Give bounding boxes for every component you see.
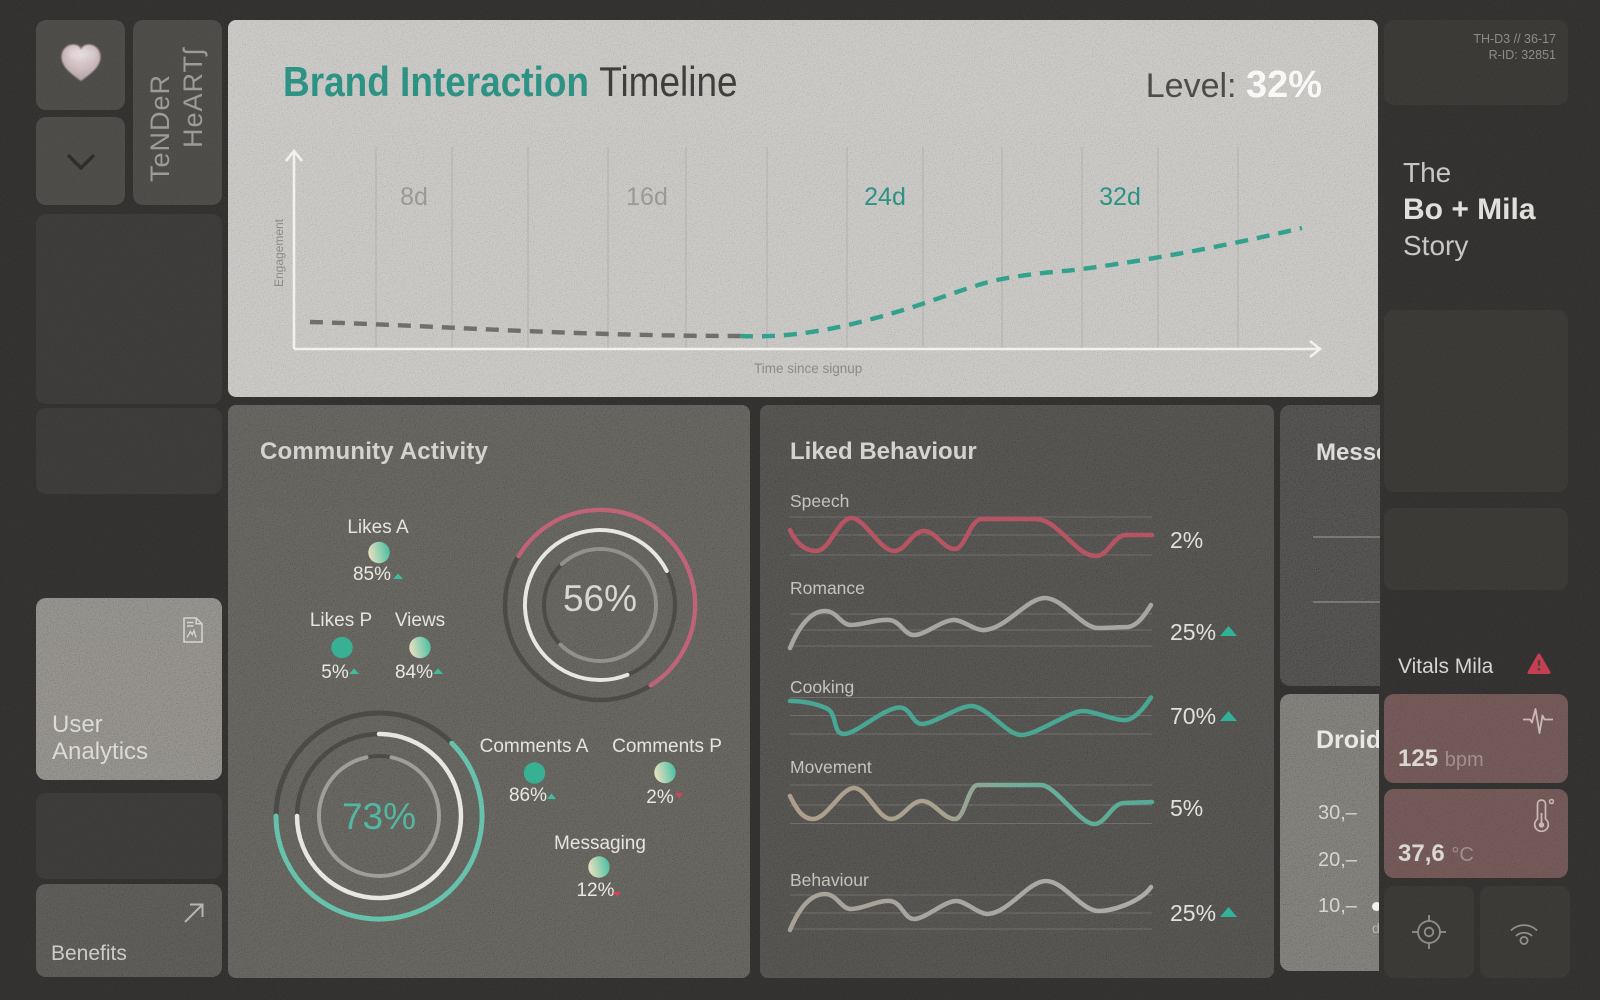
svg-text:Comments P: Comments P	[612, 736, 722, 757]
svg-text:Comments A: Comments A	[480, 736, 589, 757]
svg-text:86%: 86%	[509, 785, 547, 806]
svg-text:Time since signup: Time since signup	[754, 361, 862, 376]
svg-text:Messaging: Messaging	[554, 833, 646, 854]
svg-text:16d: 16d	[626, 183, 668, 211]
svg-text:Speech: Speech	[790, 491, 849, 511]
svg-text:Engagement: Engagement	[272, 218, 286, 287]
svg-text:25%: 25%	[1170, 900, 1216, 926]
svg-text:Likes P: Likes P	[310, 610, 372, 631]
svg-text:12%: 12%	[576, 880, 614, 901]
svg-text:70%: 70%	[1170, 703, 1216, 729]
svg-text:5%: 5%	[321, 662, 349, 683]
svg-text:Likes A: Likes A	[347, 517, 409, 538]
svg-text:2%: 2%	[1170, 527, 1203, 553]
svg-text:24d: 24d	[864, 183, 906, 211]
svg-text:Cooking: Cooking	[790, 677, 854, 697]
svg-text:Behaviour: Behaviour	[790, 870, 869, 890]
svg-text:Views: Views	[395, 610, 445, 631]
svg-text:5%: 5%	[1170, 795, 1203, 821]
svg-text:56%: 56%	[563, 578, 637, 619]
svg-text:2%: 2%	[646, 787, 674, 808]
svg-text:25%: 25%	[1170, 619, 1216, 645]
svg-text:Movement: Movement	[790, 757, 872, 777]
svg-text:84%: 84%	[395, 662, 433, 683]
svg-text:85%: 85%	[353, 564, 391, 585]
svg-text:8d: 8d	[400, 183, 428, 211]
svg-text:Romance: Romance	[790, 578, 865, 598]
svg-text:32d: 32d	[1099, 183, 1141, 211]
svg-text:73%: 73%	[342, 796, 416, 837]
